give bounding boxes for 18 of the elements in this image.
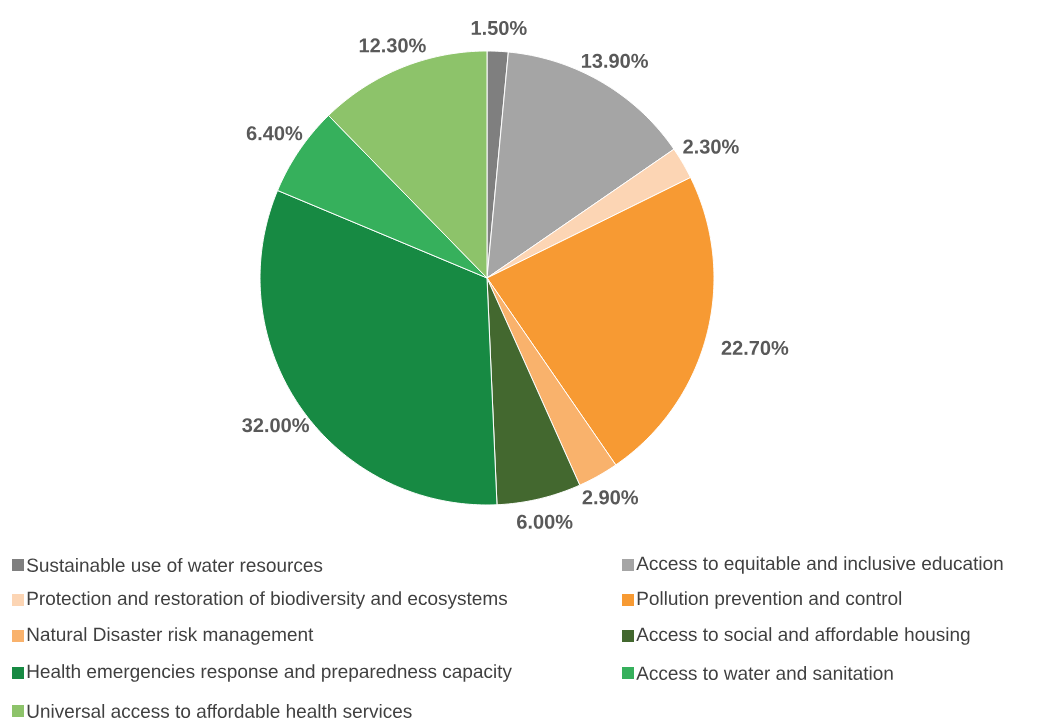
legend-label: Natural Disaster risk management xyxy=(27,627,314,645)
data-label: 22.70% xyxy=(721,340,789,356)
data-label: 1.50% xyxy=(471,20,527,36)
data-label: 13.90% xyxy=(581,53,648,68)
data-label: 2.90% xyxy=(582,490,639,505)
legend-label: Access to social and affordable housing xyxy=(636,627,970,645)
data-label: 6.00% xyxy=(517,514,573,529)
data-label: 6.40% xyxy=(246,126,303,141)
legend-label: Protection and restoration of biodiversity and ecosystems xyxy=(27,591,508,609)
legend-label: Access to equitable and inclusive education xyxy=(636,556,1003,574)
legend-label: Sustainable use of water resources xyxy=(27,558,323,572)
data-label: 12.30% xyxy=(359,38,426,53)
legend-label: Access to water and sanitation xyxy=(636,666,893,680)
data-label: 2.30% xyxy=(683,139,739,154)
data-label: 32.00% xyxy=(242,418,309,433)
legend-label: Health emergencies response and preparedness capacity xyxy=(27,664,512,682)
legend-label: Universal access to affordable health services xyxy=(27,704,412,718)
legend-label: Pollution prevention and control xyxy=(637,591,902,609)
